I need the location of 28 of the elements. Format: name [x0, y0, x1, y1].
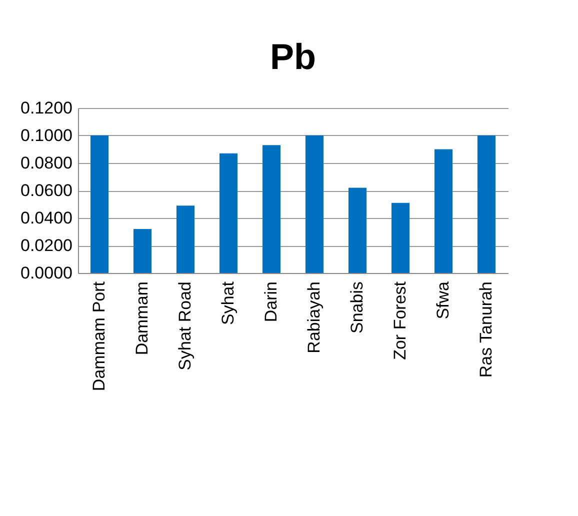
- y-tick-label: 0.0600: [20, 181, 72, 200]
- bar: [176, 206, 194, 273]
- y-tick-label: 0.0400: [20, 208, 72, 228]
- bar: [478, 136, 496, 273]
- bar: [348, 188, 366, 273]
- x-tick-label: Sfwa: [434, 280, 452, 320]
- chart-title: Pb: [270, 36, 316, 77]
- y-tick-label: 0.0800: [20, 154, 72, 172]
- y-tick-label: 0.0000: [20, 264, 72, 282]
- bar: [134, 229, 152, 273]
- y-tick-label: 0.1000: [20, 126, 72, 145]
- x-tick-label: Ras Tanurah: [476, 282, 496, 378]
- bar: [434, 149, 452, 273]
- x-tick-label: Dammam: [132, 282, 152, 356]
- x-tick-label: Snabis: [348, 282, 366, 334]
- bar: [306, 136, 324, 273]
- bar: [392, 202, 410, 273]
- bar: [220, 153, 238, 273]
- x-tick-label: Syhat Road: [176, 282, 194, 370]
- y-tick-label: 0.0200: [20, 236, 72, 255]
- x-tick-label: Rabiayah: [304, 282, 324, 354]
- x-tick-label: Darin: [262, 282, 280, 322]
- bar: [262, 145, 280, 273]
- bar: [90, 136, 108, 273]
- y-tick-label: 0.1200: [20, 98, 72, 118]
- x-tick-label: Zor Forest: [390, 281, 410, 360]
- x-tick-label: Syhat: [218, 281, 238, 325]
- x-tick-label: Dammam Port: [90, 281, 108, 392]
